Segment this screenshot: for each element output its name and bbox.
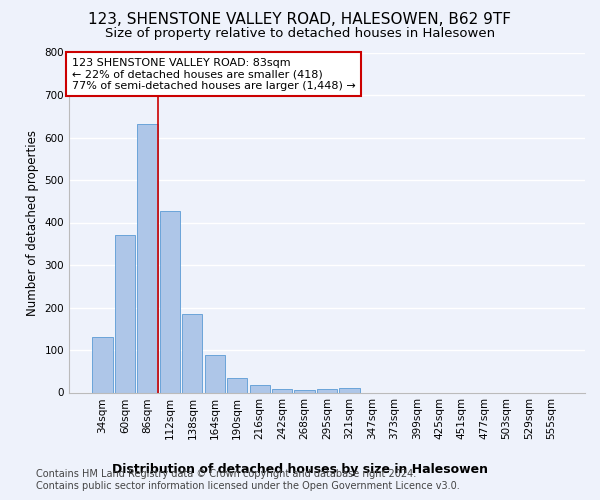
Bar: [250, 385, 270, 392]
Bar: [92, 337, 113, 392]
Bar: [137, 124, 158, 392]
Text: 123 SHENSTONE VALLEY ROAD: 83sqm
← 22% of detached houses are smaller (418)
77% : 123 SHENSTONE VALLEY ROAD: 83sqm ← 22% o…: [71, 58, 355, 91]
Bar: [272, 389, 292, 392]
Bar: [182, 314, 202, 392]
Text: 123, SHENSTONE VALLEY ROAD, HALESOWEN, B62 9TF: 123, SHENSTONE VALLEY ROAD, HALESOWEN, B…: [89, 12, 511, 28]
Y-axis label: Number of detached properties: Number of detached properties: [26, 130, 39, 316]
Bar: [340, 388, 359, 392]
Bar: [227, 378, 247, 392]
Bar: [205, 355, 225, 393]
Bar: [295, 390, 314, 392]
Bar: [317, 389, 337, 392]
Text: Size of property relative to detached houses in Halesowen: Size of property relative to detached ho…: [105, 28, 495, 40]
Bar: [160, 210, 180, 392]
Bar: [115, 236, 135, 392]
Text: Contains HM Land Registry data © Crown copyright and database right 2024.
Contai: Contains HM Land Registry data © Crown c…: [36, 470, 460, 491]
Text: Distribution of detached houses by size in Halesowen: Distribution of detached houses by size …: [112, 462, 488, 475]
